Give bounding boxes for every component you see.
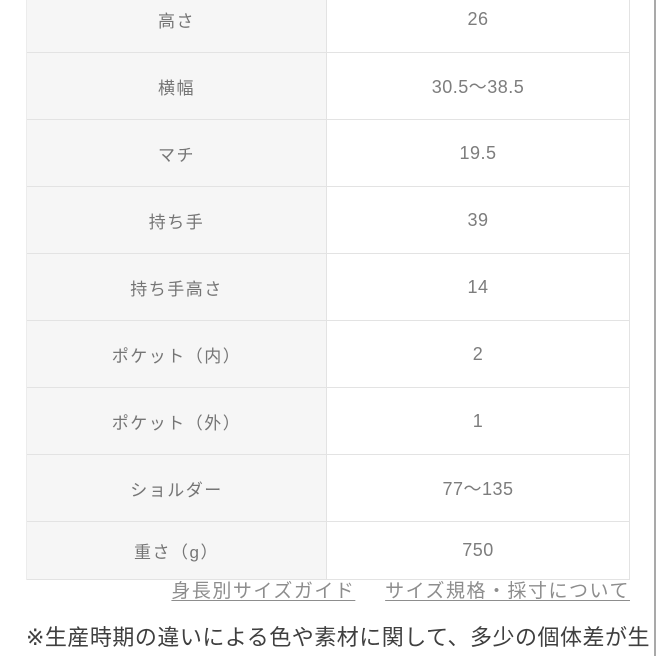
size-label-cell: 持ち手高さ — [27, 254, 327, 320]
size-table-row: 横幅 30.5〜38.5 — [27, 53, 629, 120]
size-spec-table: 高さ 26 横幅 30.5〜38.5 マチ 19.5 持ち手 39 持ち手高さ … — [26, 0, 630, 580]
size-table-row: ポケット（内） 2 — [27, 321, 629, 388]
size-value-cell: 14 — [327, 254, 629, 320]
size-label-cell: ポケット（内） — [27, 321, 327, 387]
size-value-cell: 2 — [327, 321, 629, 387]
size-value-cell: 77〜135 — [327, 455, 629, 521]
production-variance-note: ※生産時期の違いによる色や素材に関して、多少の個体差が生 — [26, 625, 651, 650]
size-table-row: 持ち手高さ 14 — [27, 254, 629, 321]
page-right-border — [654, 0, 656, 656]
size-value-cell: 39 — [327, 187, 629, 253]
size-table-row: マチ 19.5 — [27, 120, 629, 187]
size-table-row: ポケット（外） 1 — [27, 388, 629, 455]
size-label-cell: ポケット（外） — [27, 388, 327, 454]
size-label-cell: ショルダー — [27, 455, 327, 521]
size-table-row: 持ち手 39 — [27, 187, 629, 254]
size-label-cell: 横幅 — [27, 53, 327, 119]
size-label-cell: マチ — [27, 120, 327, 186]
size-table-row: 重さ（g） 750 — [27, 522, 629, 580]
size-value-cell: 750 — [327, 522, 629, 579]
size-label-cell: 高さ — [27, 0, 327, 52]
size-value-cell: 19.5 — [327, 120, 629, 186]
size-value-cell: 30.5〜38.5 — [327, 53, 629, 119]
size-value-cell: 26 — [327, 0, 629, 52]
size-table-row: ショルダー 77〜135 — [27, 455, 629, 522]
height-size-guide-link[interactable]: 身長別サイズガイド — [171, 581, 356, 602]
size-links-row: 身長別サイズガイド サイズ規格・採寸について — [171, 581, 630, 603]
size-standards-link[interactable]: サイズ規格・採寸について — [385, 581, 630, 602]
size-label-cell: 重さ（g） — [27, 522, 327, 579]
size-label-cell: 持ち手 — [27, 187, 327, 253]
size-table-row: 高さ 26 — [27, 0, 629, 53]
size-value-cell: 1 — [327, 388, 629, 454]
